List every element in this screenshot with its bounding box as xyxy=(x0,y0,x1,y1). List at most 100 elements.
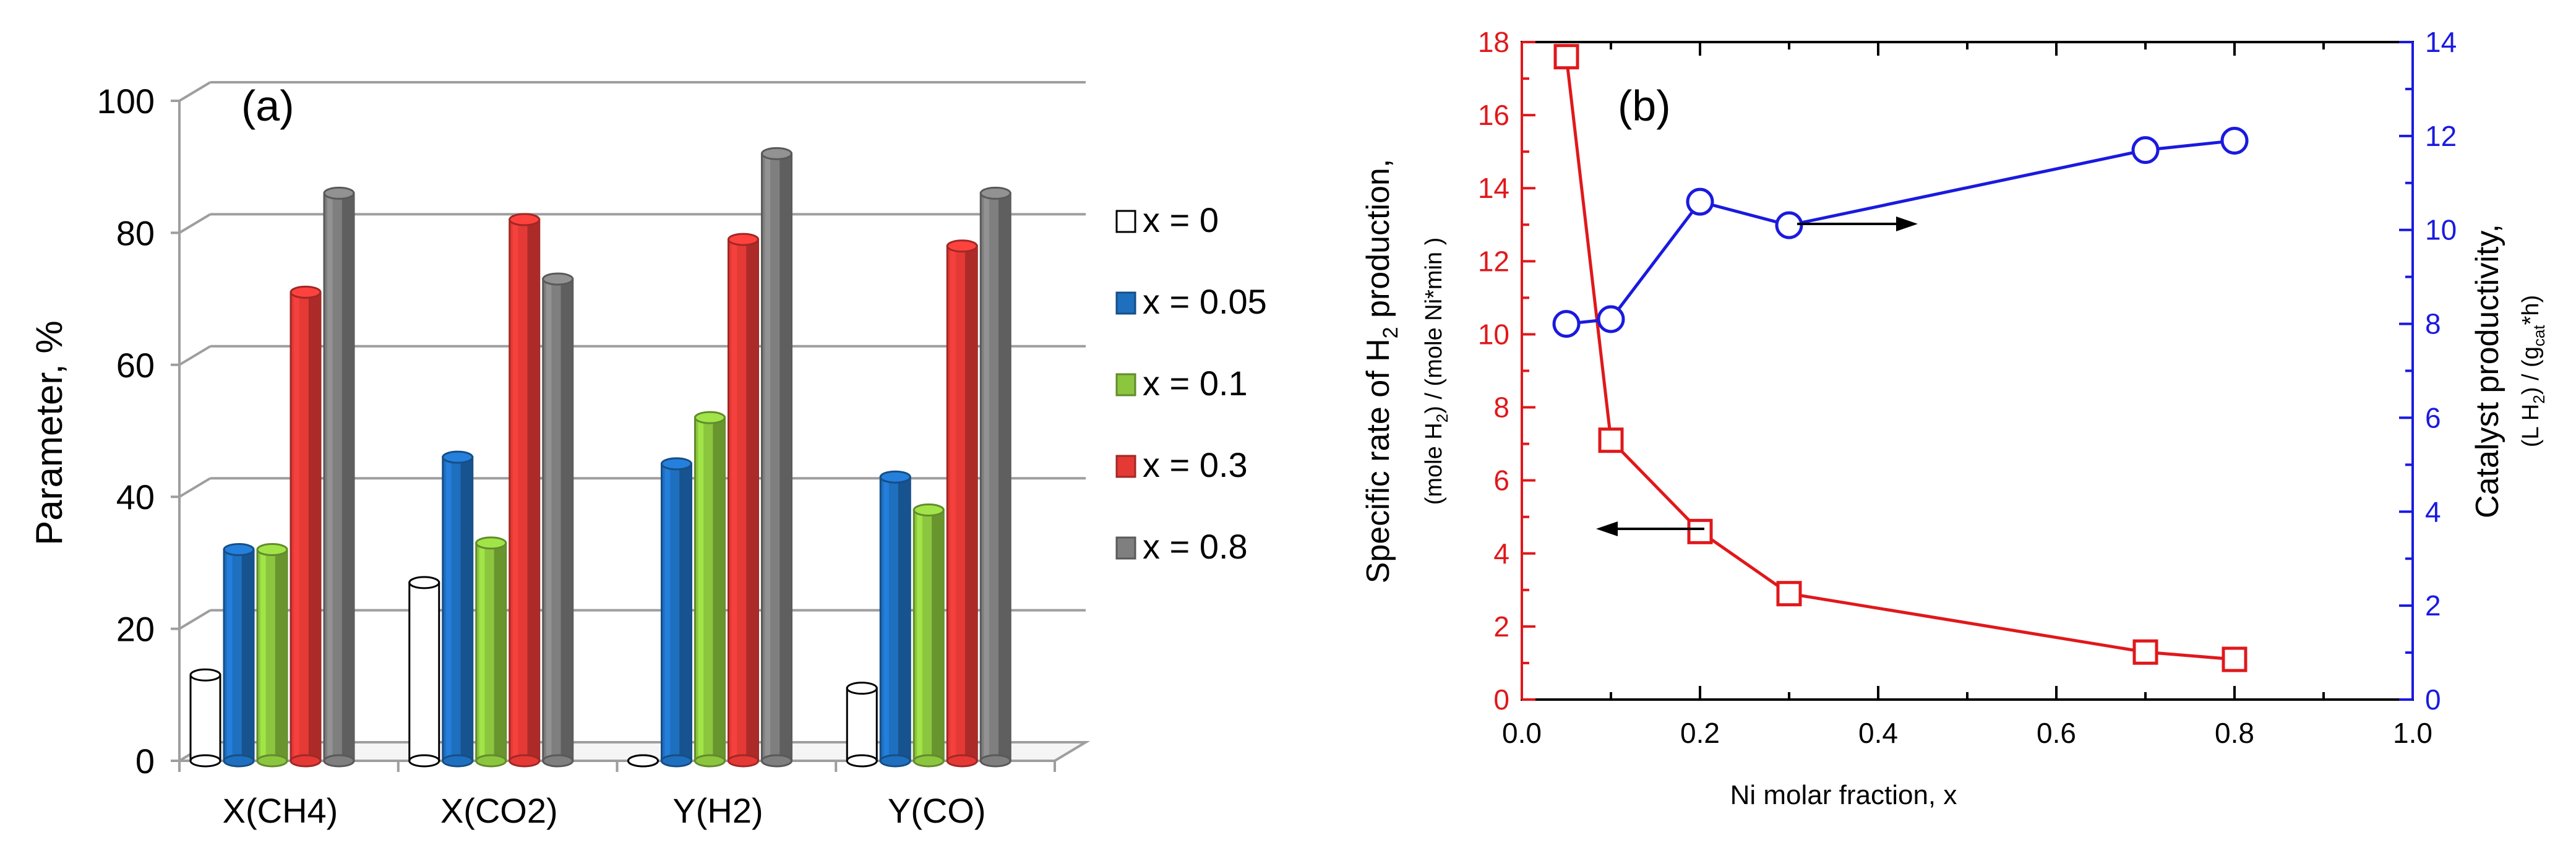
circle-marker xyxy=(1552,310,1581,338)
bar xyxy=(542,272,574,768)
bar-top xyxy=(323,186,355,200)
bar-base xyxy=(761,754,792,768)
bar-chart-panel-a: 0 20 40 60 80 100 X(CH4) X(CO2) Y(H2) Y(CO) Para… xyxy=(28,81,1267,830)
bar xyxy=(946,239,978,768)
bar xyxy=(728,233,759,768)
bar xyxy=(694,411,726,768)
x-tick-label: 0.4 xyxy=(1858,717,1898,749)
left-y-tick-label: 16 xyxy=(1478,99,1509,131)
left-y-tick-label: 2 xyxy=(1493,610,1509,643)
bar-base xyxy=(912,754,945,768)
bar-chart-panel-label: (a) xyxy=(241,82,294,130)
circle-marker xyxy=(1775,211,1803,239)
line-chart-panel-b: 0.0 0.2 0.4 0.6 0.8 1.0 0 2 4 6 8 10 12 14 16 18 0 2 4 6 8… xyxy=(1360,26,2548,810)
gridline-depth xyxy=(178,213,212,234)
bar xyxy=(661,457,692,768)
legend-swatch xyxy=(1115,291,1136,315)
line-chart-right-y-axis-label: Catalyst productivity, xyxy=(2470,224,2505,518)
line-chart-right-y-ticks: 0 2 4 6 8 10 12 14 xyxy=(2399,26,2457,716)
left-y-tick-label: 18 xyxy=(1478,26,1509,58)
bar-base xyxy=(290,754,322,768)
bar-highlight xyxy=(765,153,771,761)
bar-chart-legend: x = 0 x = 0.05 x = 0.1 x = 0.3 x = 0.8 xyxy=(1115,200,1267,566)
left-y-label-subscript: 2 xyxy=(1379,327,1402,338)
legend-swatch xyxy=(1115,455,1136,478)
bar xyxy=(408,576,440,768)
bar-shadow xyxy=(713,418,725,761)
bar xyxy=(475,536,507,768)
bar-top xyxy=(223,543,255,557)
right-y-tick-label: 14 xyxy=(2425,26,2457,58)
right-y-tick-label: 12 xyxy=(2425,120,2457,152)
bar-base xyxy=(475,754,507,768)
bar-shadow xyxy=(898,477,911,761)
bar-base xyxy=(223,754,255,768)
bar-shadow xyxy=(932,510,944,761)
bar-body xyxy=(408,581,440,762)
bar-highlight xyxy=(294,292,299,761)
bar-highlight xyxy=(984,193,989,761)
bar-top xyxy=(442,450,474,464)
bar-base xyxy=(846,754,878,768)
legend-label: x = 0.05 xyxy=(1143,282,1267,321)
bar xyxy=(223,543,255,768)
bar xyxy=(912,503,945,768)
right-y-tick-label: 0 xyxy=(2425,683,2441,716)
left-y-units-c: ) / (mole Ni*min ) xyxy=(1421,238,1447,414)
left-y-tick-label: 8 xyxy=(1493,392,1509,424)
x-tick-label: 0.0 xyxy=(1502,717,1542,749)
bar-highlight xyxy=(445,457,452,761)
circle-marker xyxy=(1686,187,1714,216)
bar-base xyxy=(542,754,574,768)
right-y-units-subscript: 2 xyxy=(2530,395,2548,403)
bar xyxy=(323,186,355,768)
bar-shadow xyxy=(241,549,254,761)
bar-top xyxy=(189,668,221,682)
bar xyxy=(509,213,541,768)
bar-top xyxy=(256,543,288,557)
x-tick-label: 1.0 xyxy=(2393,717,2432,749)
y-tick-label: 0 xyxy=(135,742,155,781)
right-y-units-a: (L H xyxy=(2518,404,2544,447)
x-tick-label: 0.2 xyxy=(1680,717,1720,749)
bar-body xyxy=(189,674,221,762)
bar-top xyxy=(408,576,440,589)
category-label: Y(CO) xyxy=(888,791,986,830)
bar-chart-category-labels: X(CH4) X(CO2) Y(H2) Y(CO) xyxy=(178,761,1056,830)
right-y-units-c: ) / (g xyxy=(2518,346,2544,395)
bar-shadow xyxy=(275,549,287,761)
square-marker xyxy=(1776,581,1802,607)
line-chart-left-y-axis-label: Specific rate of H2 production, xyxy=(1360,159,1402,584)
bar-highlight xyxy=(917,510,922,761)
right-y-units-cat: cat xyxy=(2530,325,2548,346)
circle-marker xyxy=(1597,305,1625,333)
bar-base xyxy=(442,754,474,768)
left-y-label-end: production, xyxy=(1360,159,1396,327)
bar-top xyxy=(846,682,878,695)
bar-base xyxy=(979,754,1011,768)
line-chart-panel-label: (b) xyxy=(1618,82,1671,130)
bar-shadow xyxy=(341,193,354,761)
right-y-tick-label: 6 xyxy=(2425,401,2441,434)
square-marker xyxy=(1598,427,1624,453)
right-y-tick-label: 8 xyxy=(2425,308,2441,340)
left-y-tick-label: 4 xyxy=(1493,538,1509,570)
y-tick-label: 40 xyxy=(116,478,155,516)
bar-highlight xyxy=(260,549,266,761)
bar-base xyxy=(946,754,978,768)
bar-base xyxy=(408,754,440,768)
legend-label: x = 0 xyxy=(1143,200,1219,239)
gridline-depth xyxy=(178,477,212,498)
bar-shadow xyxy=(308,292,320,761)
right-y-tick-label: 2 xyxy=(2425,589,2441,622)
left-y-units-a: (mole H xyxy=(1421,422,1447,505)
left-y-label-main: Specific rate of H xyxy=(1360,338,1396,583)
left-y-tick-label: 10 xyxy=(1478,318,1509,350)
bar xyxy=(442,450,474,768)
gridline-depth xyxy=(178,81,212,102)
bar-base xyxy=(189,754,221,768)
right-arrow-annotation xyxy=(1797,216,1918,231)
bar-chart-y-axis-label: Parameter, % xyxy=(28,320,70,546)
bar xyxy=(189,668,221,768)
